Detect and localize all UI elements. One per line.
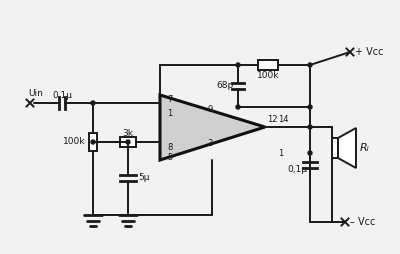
Text: 1: 1: [167, 108, 172, 118]
Polygon shape: [338, 128, 356, 168]
Bar: [332, 138, 338, 158]
Text: 3: 3: [207, 138, 212, 148]
Text: 8: 8: [167, 144, 172, 152]
Bar: [89, 133, 97, 151]
Text: 68p: 68p: [217, 82, 234, 90]
Text: 7: 7: [167, 96, 172, 104]
Circle shape: [91, 140, 95, 144]
Text: 0,1μ: 0,1μ: [287, 166, 307, 174]
Circle shape: [308, 105, 312, 109]
Circle shape: [236, 63, 240, 67]
Polygon shape: [160, 95, 265, 160]
Text: + Vcc: + Vcc: [355, 47, 384, 57]
Text: 14: 14: [278, 116, 288, 124]
Circle shape: [308, 151, 312, 155]
Text: 5μ: 5μ: [138, 173, 150, 183]
Text: 5: 5: [167, 153, 172, 163]
Circle shape: [91, 101, 95, 105]
Text: 1: 1: [278, 149, 283, 157]
Text: Rₗ: Rₗ: [360, 143, 370, 153]
Text: 12: 12: [267, 116, 278, 124]
Bar: [120, 137, 136, 147]
Text: Uin: Uin: [28, 89, 43, 99]
Text: 3k: 3k: [122, 130, 134, 138]
Circle shape: [236, 105, 240, 109]
Text: 100k: 100k: [62, 137, 85, 147]
Text: – Vcc: – Vcc: [350, 217, 375, 227]
Text: 100k: 100k: [257, 71, 279, 80]
Circle shape: [126, 140, 130, 144]
Bar: [258, 60, 278, 70]
Text: 0,1μ: 0,1μ: [52, 90, 72, 100]
Circle shape: [308, 125, 312, 129]
Text: 9: 9: [207, 105, 212, 115]
Circle shape: [308, 63, 312, 67]
